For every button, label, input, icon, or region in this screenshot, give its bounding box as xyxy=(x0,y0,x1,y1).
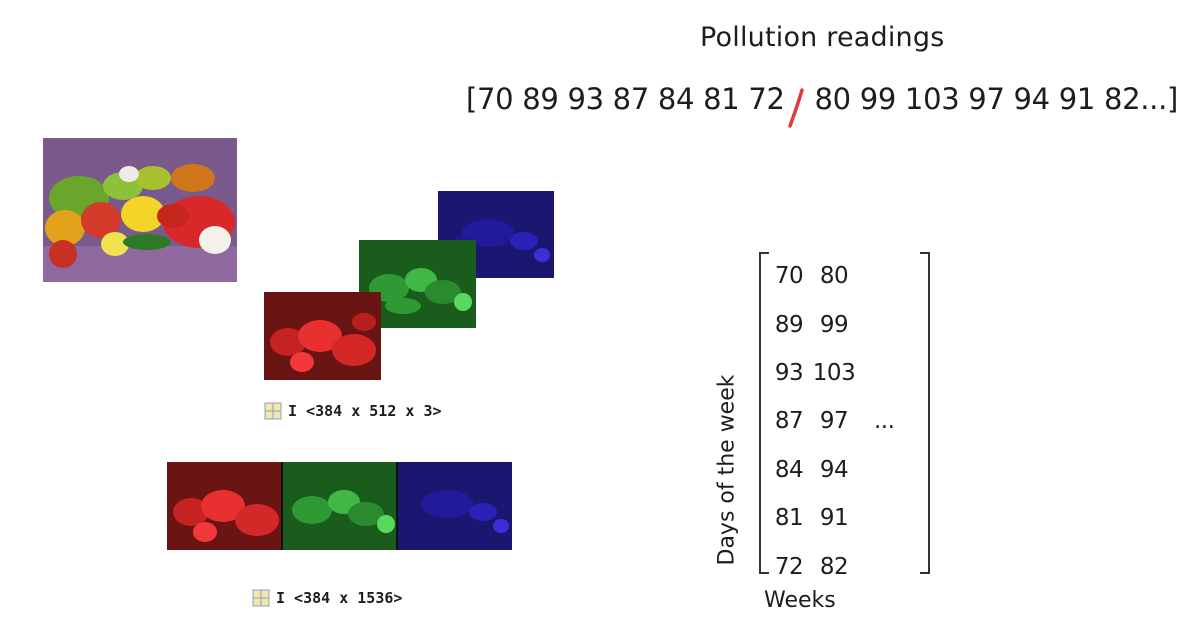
matrix-cell xyxy=(860,542,900,590)
matrix-cell: 89 xyxy=(774,311,804,338)
matrix-cell xyxy=(860,252,900,300)
matrix-values: 70 80 89 99 93 103 87 97... 84 94 81 91 72 82 xyxy=(770,252,900,591)
matrix-right-bracket xyxy=(920,252,930,574)
matrix-cell: 93 xyxy=(774,359,804,386)
matrix-cell: 81 xyxy=(774,505,804,532)
red-channel-image xyxy=(264,292,381,380)
variable-label-3d: I <384 x 512 x 3> xyxy=(264,402,442,420)
pollution-sequence: [70 89 93 87 84 81 72 80 99 103 97 94 91… xyxy=(466,82,1178,116)
variable-label-2d: I <384 x 1536> xyxy=(252,589,402,607)
matrix-cell: 87 xyxy=(774,408,804,435)
matrix-variable-icon xyxy=(252,589,270,607)
matrix-cell: 80 xyxy=(819,263,849,290)
variable-label-2d-text: I <384 x 1536> xyxy=(276,589,403,607)
matrix-y-axis-label: Days of the week xyxy=(714,374,740,566)
matrix-cell: 94 xyxy=(819,456,849,483)
matrix-cell: 84 xyxy=(774,456,804,483)
matrix-x-axis-label: Weeks xyxy=(764,588,836,613)
concatenated-channels-image xyxy=(167,462,512,550)
matrix-cell: 72 xyxy=(774,553,804,580)
red-slash-mark xyxy=(788,88,804,128)
sequence-first-week: [70 89 93 87 84 81 72 xyxy=(466,82,785,116)
matrix-cell: 82 xyxy=(819,553,849,580)
matrix-cell: 70 xyxy=(774,263,804,290)
matrix-cell xyxy=(860,349,900,397)
matrix-variable-icon xyxy=(264,402,282,420)
matrix-cell xyxy=(860,446,900,494)
diagram-title: Pollution readings xyxy=(700,22,945,53)
variable-label-3d-text: I <384 x 512 x 3> xyxy=(288,402,442,420)
matrix-left-bracket xyxy=(759,252,769,574)
matrix-cell: ... xyxy=(874,408,895,435)
matrix-cell: 91 xyxy=(819,505,849,532)
original-photo xyxy=(43,138,237,282)
matrix-cell: 99 xyxy=(819,311,849,338)
matrix-cell xyxy=(860,300,900,348)
matrix-cell: 97 xyxy=(819,408,849,435)
matrix-cell: 103 xyxy=(812,359,856,386)
matrix-cell xyxy=(860,494,900,542)
sequence-second-week: 80 99 103 97 94 91 82...] xyxy=(814,82,1179,116)
